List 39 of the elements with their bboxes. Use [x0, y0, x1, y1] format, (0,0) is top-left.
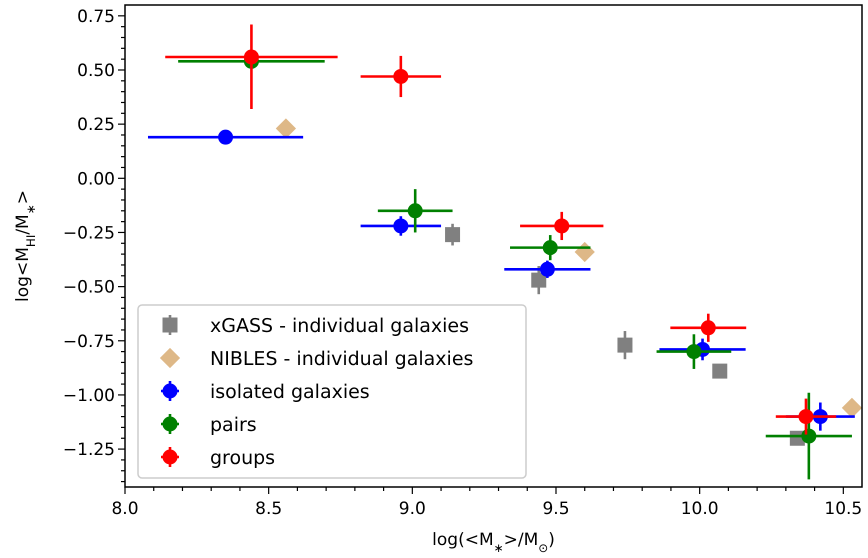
legend-label: groups: [210, 447, 276, 469]
point: [542, 240, 558, 256]
legend-label: NIBLES - individual galaxies: [210, 348, 474, 370]
y-tick-label: −1.00: [62, 386, 115, 406]
x-tick-label: 9.5: [542, 499, 570, 519]
x-tick-label: 9.0: [398, 499, 426, 519]
legend-label: pairs: [210, 414, 257, 436]
x-tick-label: 10.5: [824, 499, 862, 519]
point: [393, 68, 408, 84]
point: [554, 218, 570, 234]
point: [218, 130, 234, 145]
y-tick-label: 0.75: [77, 6, 115, 27]
point: [617, 338, 632, 353]
point: [842, 398, 862, 418]
y-tick-label: −0.50: [62, 278, 115, 298]
legend-label: isolated galaxies: [210, 381, 370, 403]
y-tick-label: 0.50: [77, 60, 115, 81]
y-tick-label: −0.75: [62, 332, 115, 352]
point: [686, 344, 702, 360]
x-tick-label: 10.0: [680, 499, 719, 519]
x-tick-label: 8.5: [255, 499, 282, 519]
point: [244, 49, 259, 64]
x-axis-title: log(<M$_{∗}$>/M$_{⊙}$): [432, 530, 555, 555]
point: [540, 262, 555, 277]
point: [445, 227, 460, 242]
point: [712, 364, 728, 379]
x-tick-label: 8.0: [111, 499, 139, 519]
y-tick-label: 0.00: [77, 169, 115, 190]
point: [531, 272, 546, 288]
y-tick-label: −0.25: [62, 223, 115, 244]
point: [276, 118, 296, 139]
point: [408, 203, 423, 218]
y-tick-label: −1.25: [62, 440, 115, 460]
point: [798, 409, 814, 424]
point: [393, 218, 408, 234]
legend-label: xGASS - individual galaxies: [210, 315, 470, 337]
point: [700, 320, 716, 336]
y-tick-label: 0.25: [77, 115, 115, 136]
point: [801, 428, 816, 444]
